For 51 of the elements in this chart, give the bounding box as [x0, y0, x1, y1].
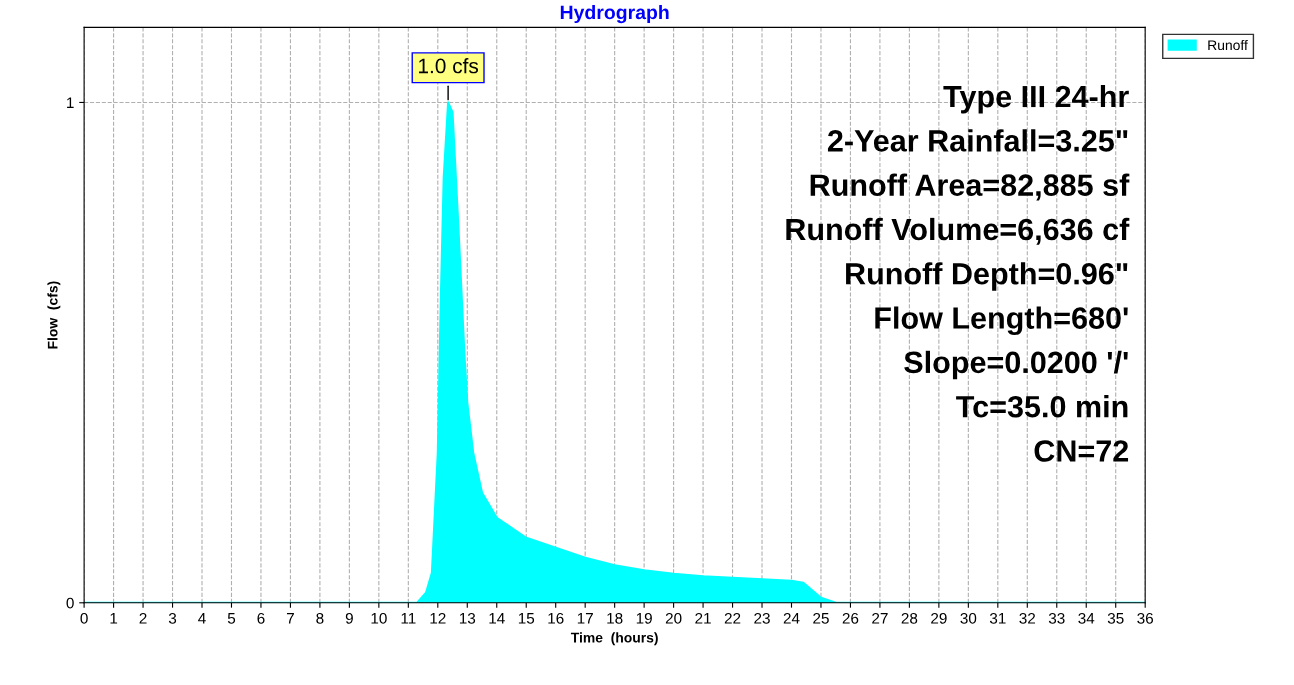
x-tick-label: 33	[1048, 612, 1065, 624]
x-tick-label: 12	[430, 612, 446, 624]
annotation: Slope=0.0200 '/'	[904, 350, 1128, 380]
x-tick-label: 5	[227, 613, 236, 624]
x-tick-label: 13	[459, 612, 476, 624]
x-tick-label: 6	[257, 612, 265, 624]
annotation: Runoff Volume=6,636 cf	[786, 217, 1130, 245]
x-tick-label: 22	[724, 612, 741, 624]
x-tick-label: 17	[577, 613, 593, 624]
x-tick-label: 1	[110, 613, 118, 624]
annotation: 1.0 cfs	[419, 58, 479, 74]
annotation: Tc=35.0 min	[956, 395, 1128, 418]
x-tick-label: 7	[286, 613, 294, 624]
x-tick-label: 18	[607, 612, 623, 624]
x-tick-label: 28	[901, 612, 918, 624]
x-tick-label: 10	[371, 612, 387, 624]
x-tick-label: 25	[813, 612, 829, 624]
x-tick-label: 26	[842, 612, 859, 624]
x-tick-label: 9	[345, 612, 353, 624]
annotation: Runoff Area=82,885 sf	[810, 173, 1130, 201]
x-tick-label: 32	[1019, 612, 1036, 624]
x-tick-label: 16	[548, 612, 564, 624]
x-tick-label: 15	[518, 613, 535, 624]
x-tick-label: 29	[931, 612, 947, 624]
x-tick-label: 4	[198, 613, 206, 624]
x-tick-label: 27	[872, 612, 888, 624]
x-tick-label: 21	[695, 612, 711, 624]
x-tick-label: 19	[636, 612, 652, 624]
annotation: CN=72	[1034, 440, 1129, 462]
annotation: Flow Length=680'	[875, 306, 1128, 336]
x-tick-label: 20	[665, 612, 682, 624]
annotation: 2-Year Rainfall=3.25"	[827, 129, 1128, 152]
y-axis-title: Flow (cfs)	[47, 281, 61, 349]
x-axis-title: Time (hours)	[570, 632, 658, 646]
x-tick-label: 23	[754, 612, 770, 624]
legend-label: Runoff	[1208, 39, 1248, 51]
x-tick-label: 3	[168, 612, 177, 624]
x-tick-label: 35	[1107, 612, 1124, 624]
x-tick-label: 24	[783, 612, 800, 624]
chart-title: Hydrograph	[560, 4, 669, 24]
x-tick-label: 31	[989, 612, 1006, 624]
x-tick-label: 2	[139, 612, 147, 624]
x-tick-label: 14	[489, 613, 505, 624]
annotation: Type III 24-hr	[943, 84, 1129, 114]
annotation: Runoff Depth=0.96"	[846, 262, 1128, 291]
x-tick-label: 11	[401, 613, 416, 624]
x-tick-label: 30	[960, 612, 977, 624]
x-tick-label: 8	[316, 612, 324, 624]
x-tick-label: 0	[80, 612, 88, 624]
x-tick-label: 34	[1078, 612, 1095, 624]
x-tick-label: 36	[1137, 612, 1154, 624]
